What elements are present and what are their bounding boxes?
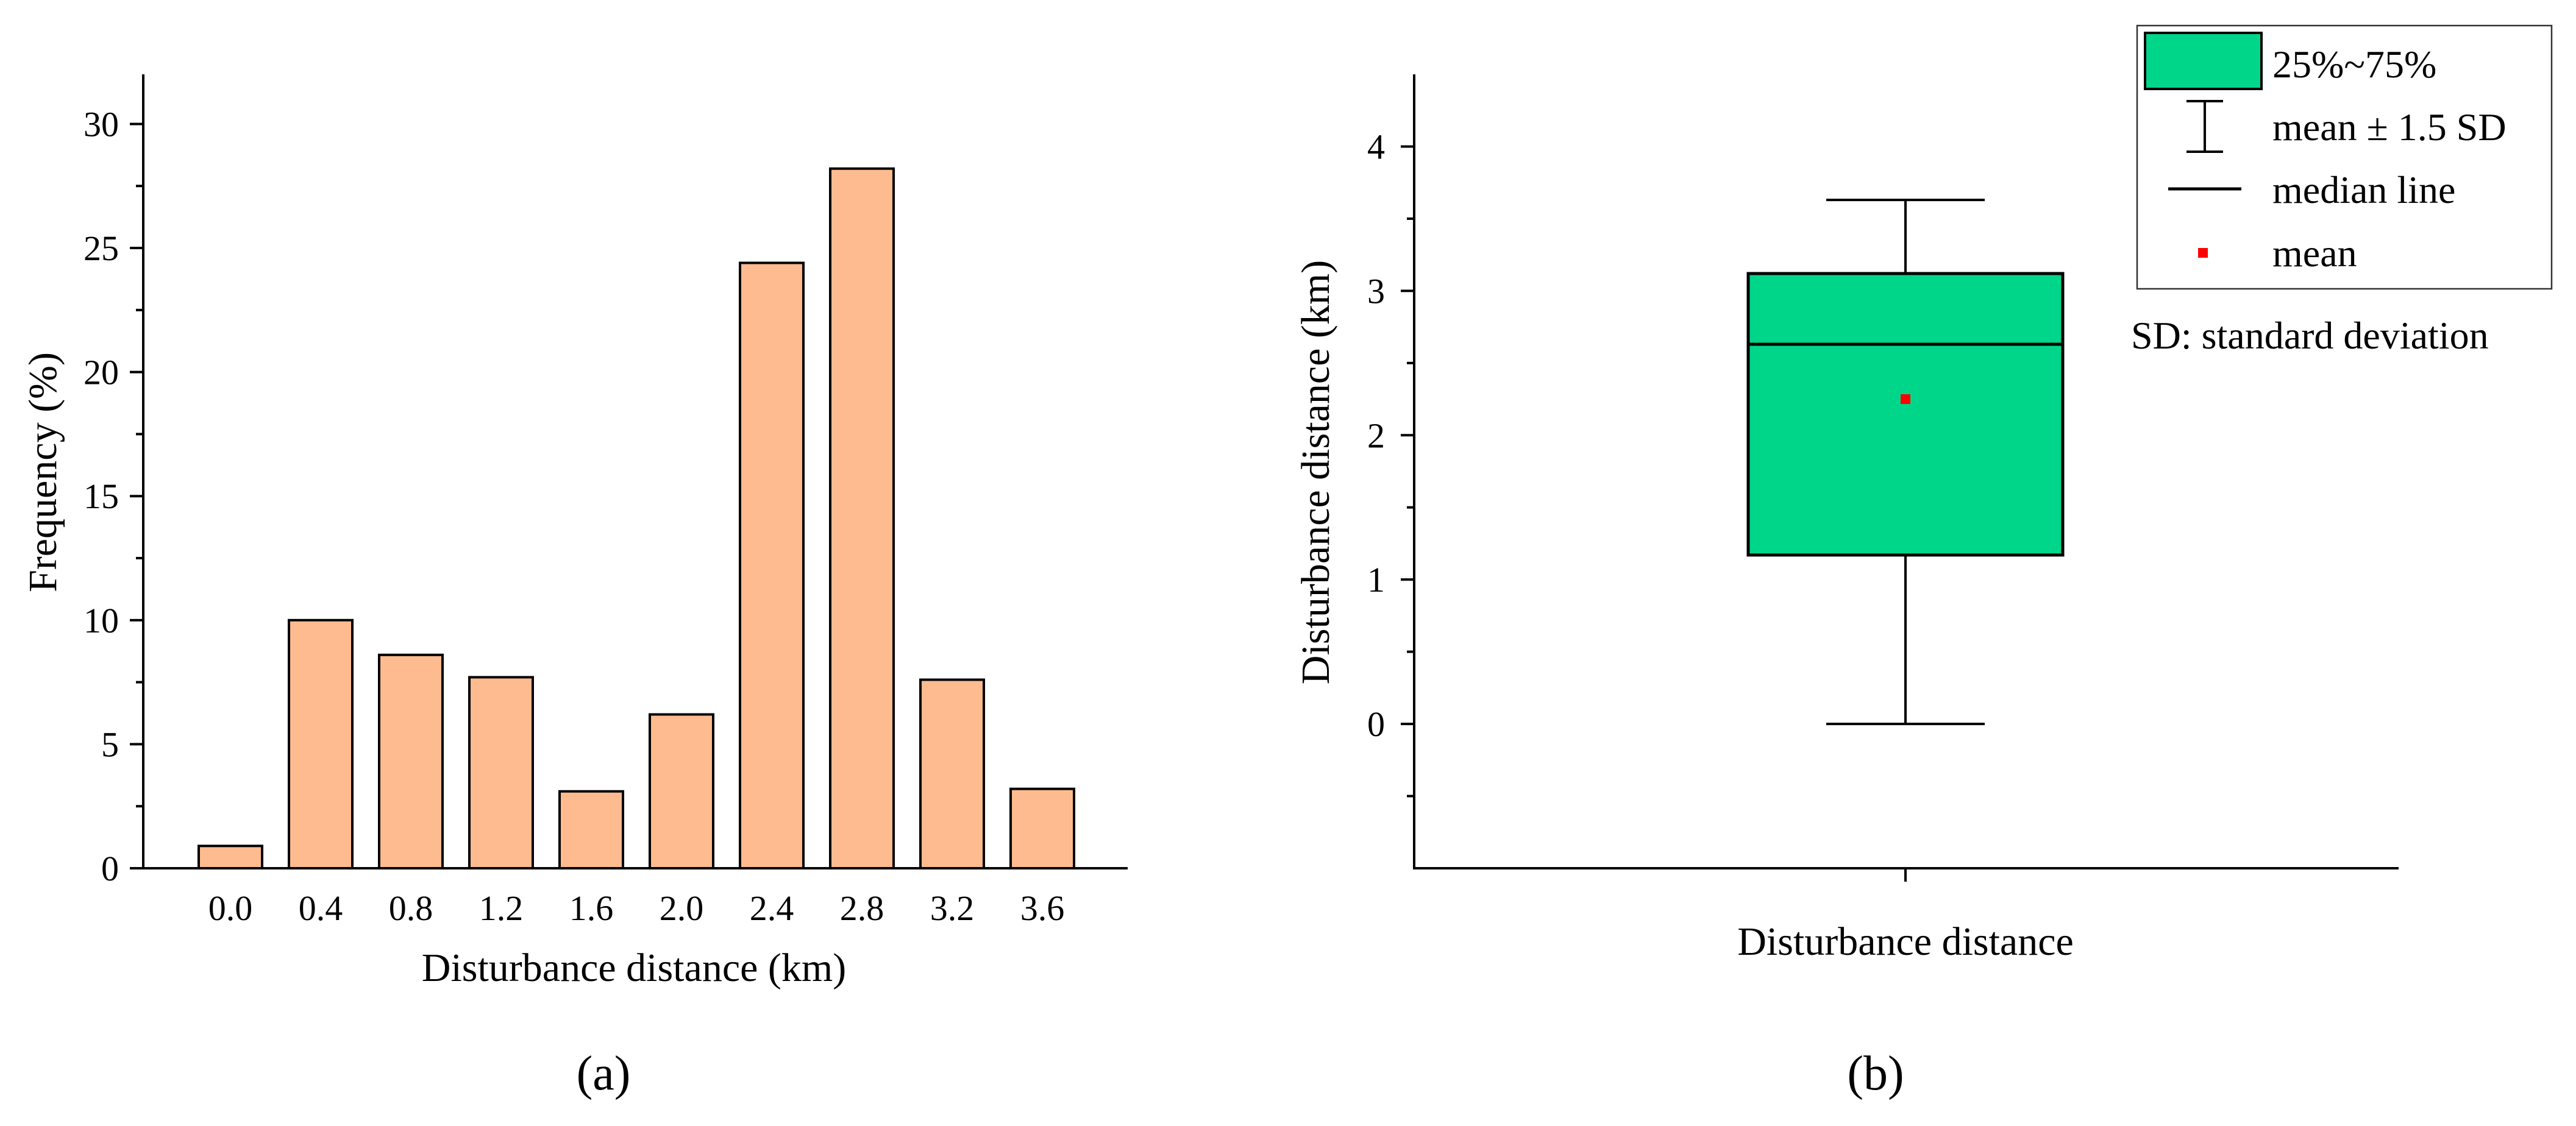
histogram-x-tick-label: 0.0 [208, 888, 253, 928]
histogram-bar [288, 618, 354, 869]
histogram-bar [378, 653, 444, 869]
histogram-bar [649, 713, 714, 869]
histogram-bar [739, 261, 805, 869]
boxplot-y-ticks: 0 1 2 3 4 [1367, 127, 1414, 798]
boxplot-x-axis-label: Disturbance distance [1737, 919, 2074, 964]
histogram-bar [829, 167, 895, 870]
boxplot-y-tick-label: 1 [1367, 560, 1385, 600]
boxplot-y-tick-label: 4 [1367, 127, 1385, 166]
histogram-y-tick-label: 0 [101, 849, 119, 888]
histogram-x-tick-label: 3.6 [1020, 888, 1065, 928]
boxplot-y-tick-label: 2 [1367, 416, 1385, 455]
legend-whisker-icon [2186, 100, 2223, 153]
histogram-bar [197, 845, 263, 870]
histogram-y-tick-label: 10 [84, 601, 119, 640]
panel-label-b: (b) [1847, 1047, 1904, 1100]
histogram-bar [468, 676, 534, 869]
histogram-y-axis-label: Frequency (%) [21, 352, 65, 592]
histogram-x-tick-label: 1.2 [479, 888, 524, 928]
legend-box-swatch [2144, 32, 2263, 90]
legend-entry-iqr: 25%~75% [2272, 43, 2436, 86]
histogram-bars [197, 167, 1075, 870]
histogram-y-tick-label: 20 [84, 353, 119, 392]
mean-marker [1901, 394, 1910, 405]
histogram-y-tick-label: 30 [84, 104, 119, 144]
histogram-y-tick-label: 25 [84, 228, 119, 268]
histogram-x-tick-label: 1.6 [569, 888, 614, 928]
histogram-panel: 0 5 10 15 20 25 30 0.0 0.4 0.8 1.2 1.6 2.0 2.4 2.8 3.2… [21, 74, 1128, 1100]
histogram-x-tick-label: 0.4 [299, 888, 343, 928]
legend-entry-median: median line [2272, 168, 2455, 211]
histogram-y-tick-label: 15 [84, 476, 119, 516]
histogram-y-ticks: 0 5 10 15 20 25 30 [84, 104, 143, 888]
histogram-x-tick-label: 2.4 [750, 888, 794, 928]
legend-note-sd: SD: standard deviation [2131, 314, 2489, 357]
histogram-y-tick-label: 5 [101, 724, 119, 764]
histogram-x-tick-label: 3.2 [930, 888, 975, 928]
panel-label-a: (a) [577, 1047, 631, 1100]
histogram-x-tick-label: 0.8 [389, 888, 433, 928]
histogram-bar [1009, 787, 1075, 869]
histogram-x-tick-label: 2.0 [660, 888, 704, 928]
histogram-x-axis-label: Disturbance distance (km) [422, 946, 846, 990]
histogram-bar [919, 678, 985, 869]
boxplot-y-axis-label: Disturbance distance (km) [1293, 260, 1338, 684]
legend-mean-marker-icon [2198, 248, 2208, 258]
boxplot-panel: 0 1 2 3 4 Disturbance distance Disturbance d… [1293, 24, 2553, 1100]
boxplot-y-tick-label: 3 [1367, 271, 1385, 311]
histogram-x-tick-label: 2.8 [840, 888, 884, 928]
boxplot-y-tick-label: 0 [1367, 704, 1385, 744]
interquartile-box [1746, 272, 2065, 557]
boxplot-legend: 25%~75% mean ± 1.5 SD median line mean [2136, 24, 2553, 290]
histogram-x-ticks: 0.0 0.4 0.8 1.2 1.6 2.0 2.4 2.8 3.2 3.6 [208, 888, 1065, 928]
legend-entry-sd: mean ± 1.5 SD [2272, 105, 2507, 149]
histogram-bar [558, 790, 624, 869]
legend-entry-mean: mean [2272, 232, 2357, 275]
